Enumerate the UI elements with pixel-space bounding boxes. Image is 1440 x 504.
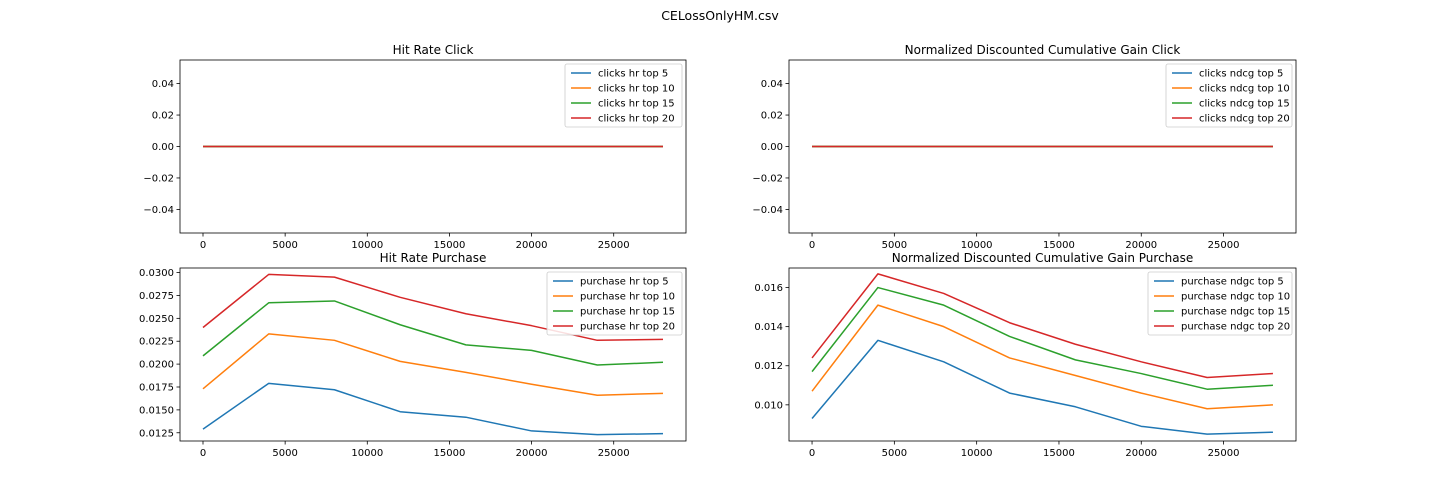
x-tick-label: 10000 xyxy=(961,448,993,459)
series-line-2 xyxy=(202,333,664,396)
legend: purchase hr top 5 purchase hr top 10 purch… xyxy=(546,271,683,336)
chart-title: Hit Rate Purchase xyxy=(380,251,487,265)
legend-label: clicks ndcg top 5 xyxy=(1199,69,1283,80)
y-tick-label: 0.0125 xyxy=(139,428,174,439)
x-tick-label: 20000 xyxy=(516,240,548,251)
y-tick-label: 0.0200 xyxy=(139,360,174,371)
legend-label: purchase ndgc top 15 xyxy=(1181,307,1290,318)
chart-panel-2: Normalized Discounted Cumulative Gain Cl… xyxy=(752,43,1297,251)
legend-label: clicks ndcg top 20 xyxy=(1199,114,1290,125)
x-tick-label: 0 xyxy=(809,448,815,459)
chart-panel-3: Hit Rate Purchase 0 5000 10000 15000 20000 250… xyxy=(139,251,687,459)
legend-label: purchase ndgc top 20 xyxy=(1181,322,1290,333)
legend-frame xyxy=(1165,63,1293,128)
legend-label: clicks hr top 10 xyxy=(598,84,675,95)
y-tick-label: 0.04 xyxy=(761,79,783,90)
figure-suptitle: CELossOnlyHM.csv xyxy=(661,8,779,23)
x-tick-label: 20000 xyxy=(1125,240,1157,251)
legend-label: purchase ndgc top 10 xyxy=(1181,292,1290,303)
legend: clicks hr top 5 clicks hr top 10 clicks hr… xyxy=(564,63,683,128)
x-tick-label: 10000 xyxy=(351,448,383,459)
chart-title: Normalized Discounted Cumulative Gain Cl… xyxy=(905,43,1181,57)
legend-frame xyxy=(564,63,683,128)
x-tick-label: 25000 xyxy=(598,240,630,251)
y-tick-label: 0.00 xyxy=(152,142,174,153)
series-line-3 xyxy=(811,286,1273,390)
y-tick-label: 0.0150 xyxy=(139,405,174,416)
x-tick-label: 20000 xyxy=(1125,448,1157,459)
x-tick-label: 10000 xyxy=(351,240,383,251)
x-tick-label: 10000 xyxy=(961,240,993,251)
chart-title: Hit Rate Click xyxy=(393,43,474,57)
x-tick-label: 15000 xyxy=(434,448,466,459)
chart-title: Normalized Discounted Cumulative Gain Pu… xyxy=(892,251,1194,265)
x-tick-label: 0 xyxy=(809,240,815,251)
legend-label: purchase hr top 10 xyxy=(580,292,675,303)
legend-label: purchase hr top 15 xyxy=(580,307,675,318)
y-tick-label: 0.02 xyxy=(152,111,174,122)
y-tick-label: 0.0275 xyxy=(139,291,174,302)
y-tick-label: 0.00 xyxy=(761,142,783,153)
x-tick-label: 0 xyxy=(200,448,206,459)
x-tick-label: 20000 xyxy=(516,448,548,459)
y-tick-label: 0.02 xyxy=(761,111,783,122)
x-tick-label: 25000 xyxy=(1208,240,1240,251)
axes-frame xyxy=(788,267,1297,442)
x-tick-label: 5000 xyxy=(272,448,297,459)
y-tick-label: 0.0250 xyxy=(139,314,174,325)
y-tick-label: −0.02 xyxy=(143,173,174,184)
series-line-1 xyxy=(811,339,1273,435)
series-line-1 xyxy=(202,382,664,436)
legend-label: purchase hr top 5 xyxy=(580,277,669,288)
legend-label: purchase ndgc top 5 xyxy=(1181,277,1284,288)
y-tick-label: 0.014 xyxy=(754,322,783,333)
series-line-4 xyxy=(202,273,664,342)
y-tick-label: −0.02 xyxy=(752,173,783,184)
legend-label: clicks hr top 20 xyxy=(598,114,675,125)
legend-frame xyxy=(1147,271,1293,336)
x-tick-label: 5000 xyxy=(882,240,907,251)
series-line-2 xyxy=(811,304,1273,410)
y-tick-label: −0.04 xyxy=(752,205,783,216)
legend-label: clicks ndcg top 15 xyxy=(1199,99,1290,110)
chart-panel-4: Normalized Discounted Cumulative Gain Pu… xyxy=(754,251,1297,459)
x-tick-label: 15000 xyxy=(1043,240,1075,251)
legend: purchase ndgc top 5 purchase ndgc top 10 p… xyxy=(1147,271,1293,336)
x-tick-label: 25000 xyxy=(1208,448,1240,459)
axes-frame xyxy=(179,267,687,442)
series-line-3 xyxy=(202,300,664,366)
series-line-4 xyxy=(811,273,1273,379)
legend-frame xyxy=(546,271,683,336)
y-tick-label: −0.04 xyxy=(143,205,174,216)
chart-panel-1: Hit Rate Click 0 5000 10000 15000 20000 25000 −… xyxy=(143,43,687,251)
legend-label: clicks ndcg top 10 xyxy=(1199,84,1290,95)
legend-label: clicks hr top 15 xyxy=(598,99,675,110)
y-tick-label: 0.0300 xyxy=(139,268,174,279)
x-tick-label: 5000 xyxy=(882,448,907,459)
x-tick-label: 15000 xyxy=(1043,448,1075,459)
y-tick-label: 0.012 xyxy=(754,361,783,372)
x-tick-label: 0 xyxy=(200,240,206,251)
y-tick-label: 0.0225 xyxy=(139,337,174,348)
legend-label: purchase hr top 20 xyxy=(580,322,675,333)
x-tick-label: 15000 xyxy=(434,240,466,251)
y-tick-label: 0.04 xyxy=(152,79,174,90)
y-tick-label: 0.0175 xyxy=(139,382,174,393)
legend-label: clicks hr top 5 xyxy=(598,69,668,80)
y-tick-label: 0.016 xyxy=(754,283,783,294)
x-tick-label: 25000 xyxy=(598,448,630,459)
legend: clicks ndcg top 5 clicks ndcg top 10 click… xyxy=(1165,63,1293,128)
y-tick-label: 0.010 xyxy=(754,400,783,411)
x-tick-label: 5000 xyxy=(272,240,297,251)
